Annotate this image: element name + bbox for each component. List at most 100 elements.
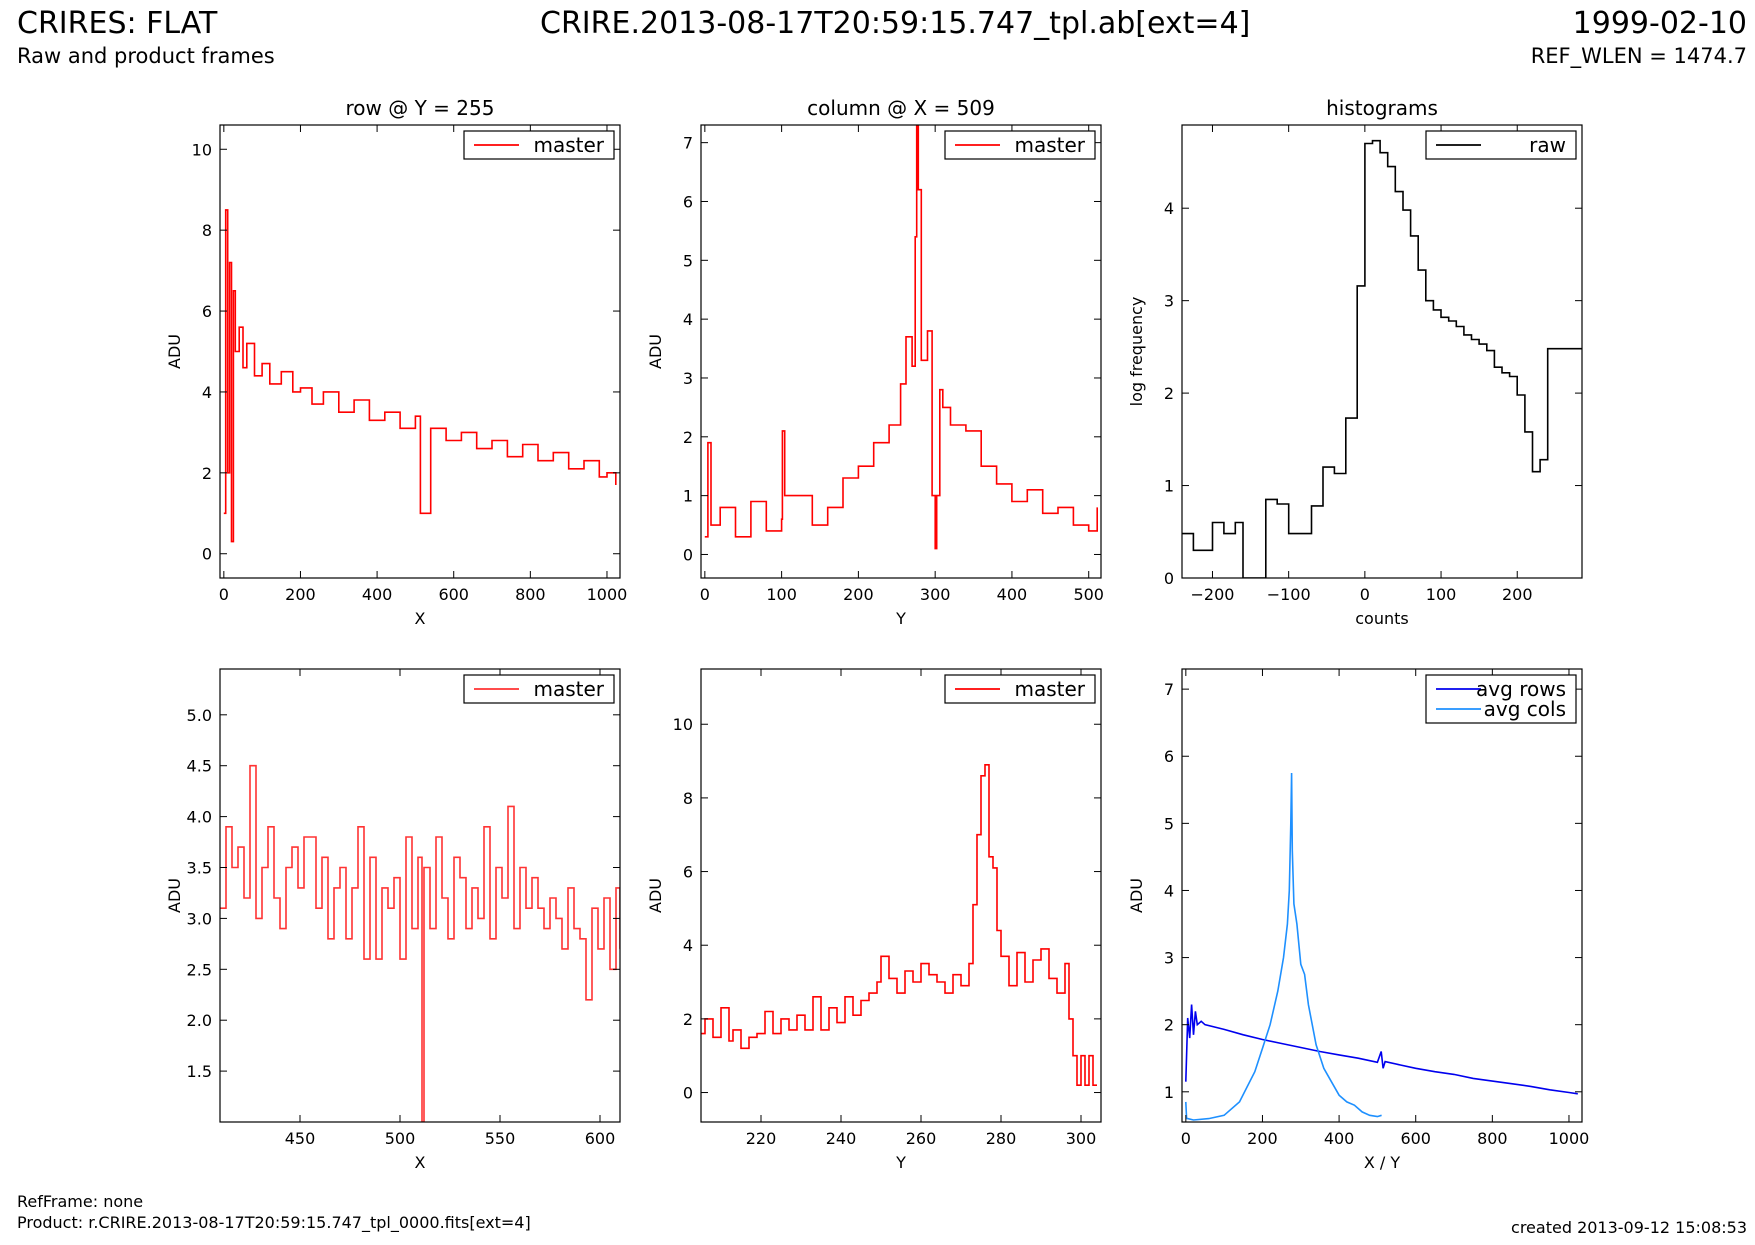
plot-title: row @ Y = 255 [346, 96, 495, 120]
ref-wlen-label: REF_WLEN = 1474.7 [1530, 44, 1747, 68]
x-tick-label: 400 [362, 585, 393, 604]
y-tick-label: 3 [1164, 949, 1174, 968]
y-tick-label: 4.5 [187, 757, 212, 776]
legend: master [944, 674, 1096, 704]
plot-frame [700, 668, 1102, 1123]
y-tick-label: 5 [683, 251, 693, 270]
x-tick-label: 240 [826, 1129, 857, 1148]
x-axis-label: X [415, 1153, 426, 1172]
y-tick-label: 0 [202, 545, 212, 564]
y-axis-label: log frequency [1127, 297, 1146, 407]
series-line-avg-rows [1185, 1004, 1578, 1095]
legend-label: raw [1529, 133, 1566, 157]
x-tick-label: −200 [1190, 585, 1234, 604]
x-tick-label: 200 [285, 585, 316, 604]
x-tick-label: 300 [920, 585, 951, 604]
legend-label: master [1014, 133, 1085, 157]
y-tick-label: 3 [683, 369, 693, 388]
histogram-plot: histograms −200 −100 0 100 200 0 1 2 3 4 counts log … [1127, 96, 1583, 628]
x-tick-label: 400 [997, 585, 1028, 604]
product-label: Product: r.CRIRE.2013-08-17T20:59:15.747… [17, 1213, 531, 1232]
y-axis-label: ADU [1127, 878, 1146, 913]
x-tick-label: 800 [515, 585, 546, 604]
y-tick-label: 3.0 [187, 909, 212, 928]
y-tick-label: 6 [202, 302, 212, 321]
y-axis-label: ADU [165, 334, 184, 369]
x-axis-label: Y [895, 609, 906, 628]
x-tick-label: 600 [438, 585, 469, 604]
column-plot: column @ X = 509 0 100 200 300 400 500 0 1 2 3 4 5 6 7… [646, 96, 1104, 628]
plot-title: column @ X = 509 [807, 96, 995, 120]
x-tick-label: 400 [1324, 1129, 1355, 1148]
legend-label: avg cols [1484, 697, 1566, 721]
y-tick-label: 2 [683, 1010, 693, 1029]
y-axis-label: ADU [646, 878, 665, 913]
x-tick-label: 200 [843, 585, 874, 604]
x-tick-label: 550 [485, 1129, 516, 1148]
y-tick-label: 4 [202, 383, 212, 402]
series-line-raw [1182, 139, 1582, 578]
x-tick-label: −100 [1267, 585, 1311, 604]
main-title: CRIRES: FLAT [17, 6, 218, 41]
x-tick-label: 600 [585, 1129, 616, 1148]
y-tick-label: 1 [1164, 477, 1174, 496]
y-tick-label: 6 [683, 863, 693, 882]
y-tick-label: 4.0 [187, 808, 212, 827]
x-tick-label: 1000 [1549, 1129, 1590, 1148]
x-tick-label: 450 [285, 1129, 316, 1148]
plot-frame [219, 668, 621, 1123]
x-tick-label: 600 [1400, 1129, 1431, 1148]
x-tick-label: 500 [1073, 585, 1104, 604]
x-tick-label: 0 [1360, 585, 1370, 604]
x-tick-label: 100 [1426, 585, 1457, 604]
series-line-master [220, 764, 620, 1122]
y-tick-label: 0 [1164, 569, 1174, 588]
x-tick-label: 100 [766, 585, 797, 604]
y-tick-label: 4 [1164, 881, 1174, 900]
y-tick-label: 7 [683, 134, 693, 153]
legend-box [463, 674, 615, 704]
y-tick-label: 1 [1164, 1083, 1174, 1102]
y-tick-label: 10 [192, 140, 212, 159]
y-tick-label: 8 [202, 221, 212, 240]
y-tick-label: 3 [1164, 292, 1174, 311]
y-tick-label: 6 [1164, 747, 1174, 766]
plot-frame [1181, 124, 1583, 579]
series-line-master [223, 209, 617, 543]
y-tick-label: 0 [683, 545, 693, 564]
y-tick-label: 2 [1164, 1016, 1174, 1035]
y-tick-label: 1.5 [187, 1062, 212, 1081]
x-tick-label: 0 [1181, 1129, 1191, 1148]
row-plot: row @ Y = 255 0 200 400 600 800 1000 0 2 4 6 8 10 X AD… [165, 96, 627, 628]
refframe-label: RefFrame: none [17, 1192, 144, 1211]
main-subtitle: Raw and product frames [17, 44, 275, 68]
y-tick-label: 5.0 [187, 706, 212, 725]
average-plot: 0 200 400 600 800 1000 1 2 3 4 5 6 7 X / Y ADU avg rows… [1127, 668, 1590, 1172]
legend-label: master [533, 133, 604, 157]
y-tick-label: 3.5 [187, 859, 212, 878]
x-tick-label: 300 [1066, 1129, 1097, 1148]
y-tick-label: 4 [683, 310, 693, 329]
legend-label: avg rows [1476, 677, 1566, 701]
x-tick-label: 200 [1247, 1129, 1278, 1148]
y-tick-label: 2.5 [187, 960, 212, 979]
x-tick-label: 220 [746, 1129, 777, 1148]
y-axis-label: ADU [165, 878, 184, 913]
y-tick-label: 7 [1164, 680, 1174, 699]
x-tick-label: 260 [906, 1129, 937, 1148]
row-zoom-plot: 450 500 550 600 1.5 2.0 2.5 3.0 3.5 4.0 4.5 5.0 X ADU… [165, 668, 621, 1172]
y-tick-label: 10 [673, 715, 693, 734]
x-axis-label: Y [895, 1153, 906, 1172]
x-axis-label: counts [1355, 609, 1408, 628]
plot-frame [1181, 668, 1583, 1123]
legend: master [463, 130, 615, 160]
y-tick-label: 2 [683, 428, 693, 447]
y-axis-label: ADU [646, 334, 665, 369]
y-tick-label: 8 [683, 789, 693, 808]
y-tick-label: 1 [683, 487, 693, 506]
x-tick-label: 200 [1502, 585, 1533, 604]
x-tick-label: 500 [385, 1129, 416, 1148]
column-zoom-plot: 220 240 260 280 300 0 2 4 6 8 10 Y ADU master [646, 668, 1102, 1172]
